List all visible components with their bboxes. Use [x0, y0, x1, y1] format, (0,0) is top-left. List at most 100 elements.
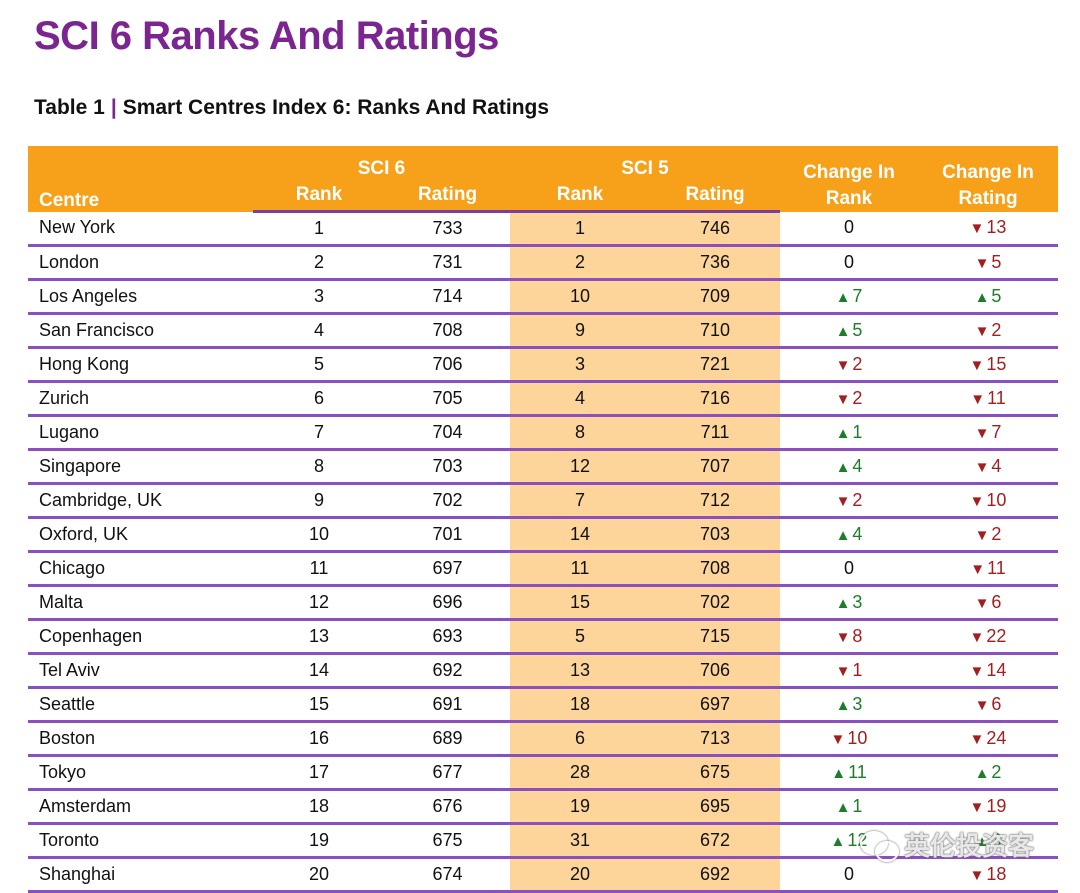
change-value: 3 — [991, 830, 1002, 850]
cell-change-rating: ▲ 2 — [918, 755, 1058, 791]
cell-sci5-rating: 716 — [650, 381, 780, 417]
table-row: Los Angeles 3 714 10 709 ▲ 7 ▲ 5 — [28, 279, 1058, 315]
cell-sci5-rank: 9 — [510, 313, 650, 349]
triangle-up-icon: ▲ — [831, 765, 847, 782]
cell-centre: Hong Kong — [28, 347, 253, 383]
triangle-down-icon: ▼ — [969, 731, 985, 748]
cell-centre: Seattle — [28, 687, 253, 723]
cell-sci6-rank: 11 — [253, 551, 385, 587]
table-row: Seattle 15 691 18 697 ▲ 3 ▼ 6 — [28, 687, 1058, 723]
cell-sci6-rank: 3 — [253, 279, 385, 315]
change-value: 5 — [991, 286, 1002, 306]
cell-change-rank: 0 — [780, 211, 918, 247]
cell-sci6-rank: 7 — [253, 415, 385, 451]
cell-sci6-rating: 733 — [385, 211, 510, 247]
triangle-up-icon: ▲ — [835, 323, 851, 340]
cell-sci6-rank: 5 — [253, 347, 385, 383]
cell-change-rank: 0 — [780, 857, 918, 893]
cell-change-rating: ▼ 11 — [918, 551, 1058, 587]
cell-sci5-rank: 3 — [510, 347, 650, 383]
triangle-down-icon: ▼ — [835, 663, 851, 680]
table-caption: Table 1 | Smart Centres Index 6: Ranks And… — [34, 96, 549, 120]
cell-change-rating: ▼ 5 — [918, 245, 1058, 281]
cell-sci5-rank: 13 — [510, 653, 650, 689]
triangle-down-icon: ▼ — [974, 323, 990, 340]
header-sci5-rating: Rating — [650, 180, 780, 213]
cell-sci5-rating: 708 — [650, 551, 780, 587]
cell-change-rank: 0 — [780, 245, 918, 281]
cell-sci6-rank: 19 — [253, 823, 385, 859]
cell-sci5-rank: 10 — [510, 279, 650, 315]
table-row: Zurich 6 705 4 716 ▼ 2 ▼ 11 — [28, 381, 1058, 417]
cell-sci6-rating: 705 — [385, 381, 510, 417]
cell-sci5-rating: 715 — [650, 619, 780, 655]
cell-centre: Zurich — [28, 381, 253, 417]
cell-centre: Toronto — [28, 823, 253, 859]
cell-change-rank: ▼ 10 — [780, 721, 918, 757]
cell-sci5-rating: 709 — [650, 279, 780, 315]
cell-change-rank: ▲ 1 — [780, 415, 918, 451]
cell-sci6-rating: 731 — [385, 245, 510, 281]
header-centre: Centre — [28, 146, 253, 212]
triangle-up-icon: ▲ — [974, 765, 990, 782]
cell-sci5-rank: 6 — [510, 721, 650, 757]
cell-change-rating: ▼ 4 — [918, 449, 1058, 485]
change-value: 2 — [991, 524, 1002, 544]
triangle-down-icon: ▼ — [835, 391, 851, 408]
cell-sci5-rank: 18 — [510, 687, 650, 723]
change-value: 10 — [847, 728, 868, 748]
change-value: 3 — [852, 694, 863, 714]
triangle-down-icon: ▼ — [969, 663, 985, 680]
table-row: Chicago 11 697 11 708 0 ▼ 11 — [28, 551, 1058, 587]
cell-sci6-rank: 17 — [253, 755, 385, 791]
change-value: 2 — [852, 388, 863, 408]
cell-sci5-rank: 7 — [510, 483, 650, 519]
cell-sci6-rating: 677 — [385, 755, 510, 791]
cell-centre: Oxford, UK — [28, 517, 253, 553]
cell-sci5-rating: 702 — [650, 585, 780, 621]
cell-centre: Boston — [28, 721, 253, 757]
cell-sci6-rating: 676 — [385, 789, 510, 825]
change-value: 1 — [852, 660, 863, 680]
triangle-up-icon: ▲ — [835, 799, 851, 816]
cell-sci6-rating: 702 — [385, 483, 510, 519]
triangle-up-icon: ▲ — [974, 833, 990, 850]
cell-centre: Chicago — [28, 551, 253, 587]
cell-sci6-rank: 18 — [253, 789, 385, 825]
cell-sci5-rank: 2 — [510, 245, 650, 281]
cell-sci6-rank: 12 — [253, 585, 385, 621]
cell-change-rating: ▼ 14 — [918, 653, 1058, 689]
cell-sci5-rank: 11 — [510, 551, 650, 587]
table-row: Tokyo 17 677 28 675 ▲ 11 ▲ 2 — [28, 755, 1058, 791]
cell-sci5-rating: 710 — [650, 313, 780, 349]
cell-change-rating: ▼ 2 — [918, 313, 1058, 349]
triangle-down-icon: ▼ — [969, 357, 985, 374]
triangle-down-icon: ▼ — [974, 425, 990, 442]
cell-change-rank: ▲ 4 — [780, 449, 918, 485]
cell-centre: Copenhagen — [28, 619, 253, 655]
cell-sci6-rank: 16 — [253, 721, 385, 757]
cell-sci6-rating: 674 — [385, 857, 510, 893]
table-row: Singapore 8 703 12 707 ▲ 4 ▼ 4 — [28, 449, 1058, 485]
triangle-down-icon: ▼ — [969, 493, 985, 510]
triangle-down-icon: ▼ — [835, 629, 851, 646]
cell-sci5-rating: 707 — [650, 449, 780, 485]
triangle-down-icon: ▼ — [969, 629, 985, 646]
cell-change-rating: ▼ 19 — [918, 789, 1058, 825]
change-value: 24 — [986, 728, 1007, 748]
triangle-up-icon: ▲ — [835, 697, 851, 714]
cell-change-rating: ▼ 10 — [918, 483, 1058, 519]
change-value: 1 — [852, 796, 863, 816]
triangle-up-icon: ▲ — [830, 833, 846, 850]
table-row: Malta 12 696 15 702 ▲ 3 ▼ 6 — [28, 585, 1058, 621]
watermark-text: 英伦投资客 — [904, 831, 1035, 861]
cell-change-rating: ▼ 13 — [918, 211, 1058, 247]
table-row: Toronto 19 675 31 672 ▲ 12 ▲ 3 — [28, 823, 1058, 859]
cell-sci6-rating: 697 — [385, 551, 510, 587]
table-row: Cambridge, UK 9 702 7 712 ▼ 2 ▼ 10 — [28, 483, 1058, 519]
change-value: 2 — [991, 320, 1002, 340]
cell-change-rank: ▼ 2 — [780, 347, 918, 383]
triangle-down-icon: ▼ — [974, 527, 990, 544]
triangle-down-icon: ▼ — [835, 493, 851, 510]
change-value: 0 — [843, 558, 854, 578]
